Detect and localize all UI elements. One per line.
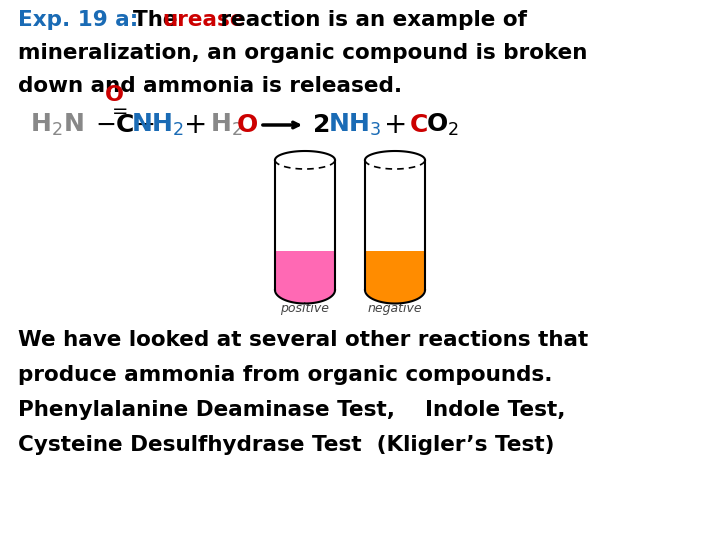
Text: O: O (237, 113, 258, 137)
Text: NH$_3$: NH$_3$ (328, 112, 381, 138)
Text: Cysteine Desulfhydrase Test  (Kligler’s Test): Cysteine Desulfhydrase Test (Kligler’s T… (18, 435, 554, 455)
Text: $=$: $=$ (108, 99, 128, 118)
Bar (365, 160, 425, 290)
Text: urease: urease (162, 10, 245, 30)
Text: produce ammonia from organic compounds.: produce ammonia from organic compounds. (18, 365, 552, 385)
Text: O$_2$: O$_2$ (426, 112, 459, 138)
Polygon shape (366, 290, 424, 303)
Text: down and ammonia is released.: down and ammonia is released. (18, 76, 402, 96)
Text: We have looked at several other reactions that: We have looked at several other reaction… (18, 330, 588, 350)
Text: NH$_2$: NH$_2$ (131, 112, 184, 138)
Polygon shape (276, 290, 334, 303)
Text: $+$: $+$ (183, 111, 205, 139)
Text: $-$C$-$: $-$C$-$ (95, 113, 155, 137)
Text: Exp. 19 a:: Exp. 19 a: (18, 10, 138, 30)
Text: negative: negative (368, 302, 423, 315)
Text: O: O (105, 85, 124, 105)
Text: mineralization, an organic compound is broken: mineralization, an organic compound is b… (18, 43, 588, 63)
Text: 2: 2 (313, 113, 330, 137)
Bar (275, 160, 335, 290)
Text: The: The (118, 10, 185, 30)
Text: Phenylalanine Deaminase Test,    Indole Test,: Phenylalanine Deaminase Test, Indole Tes… (18, 400, 565, 420)
Text: positive: positive (281, 302, 330, 315)
Text: reaction is an example of: reaction is an example of (213, 10, 527, 30)
Text: C: C (410, 113, 428, 137)
Text: H$_2$N: H$_2$N (30, 112, 84, 138)
Text: H$_2$: H$_2$ (210, 112, 243, 138)
Text: $+$: $+$ (383, 111, 405, 139)
Bar (366, 251, 424, 290)
Bar (276, 251, 334, 290)
